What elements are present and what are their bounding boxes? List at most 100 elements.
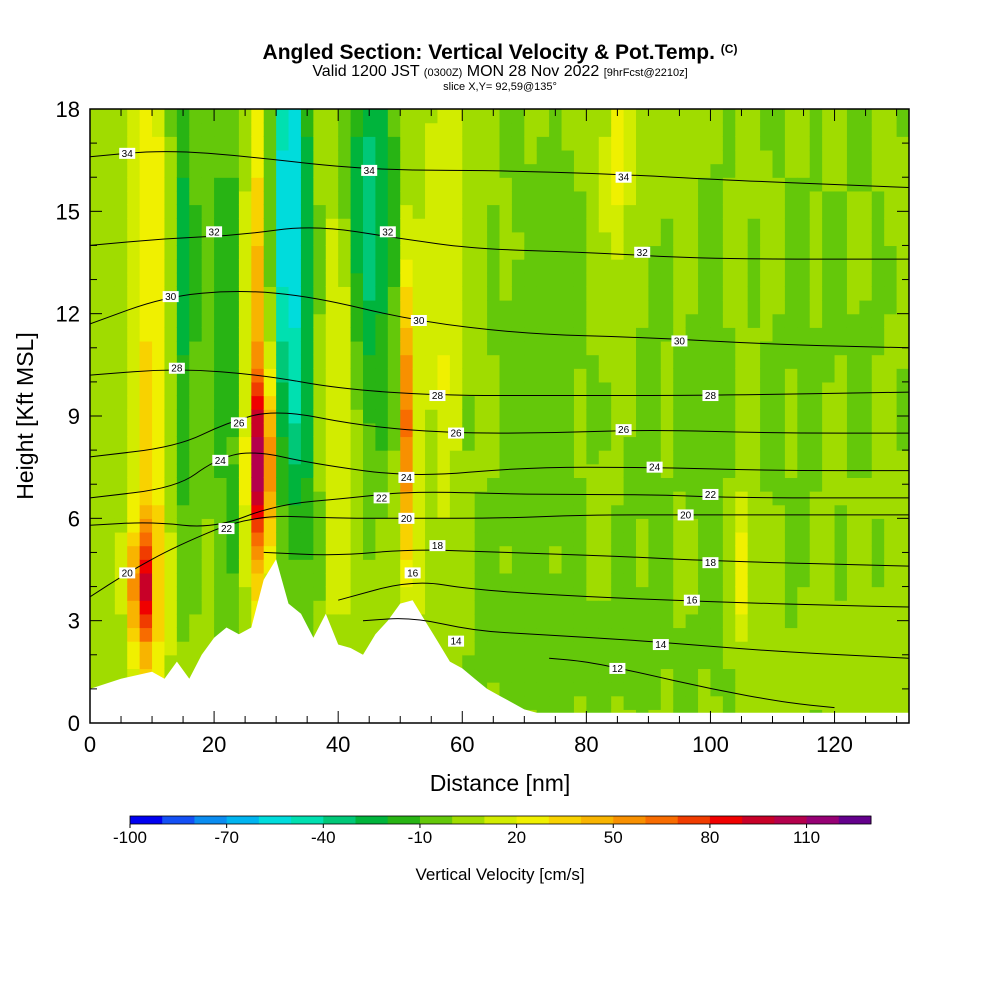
velocity-cell	[561, 600, 575, 615]
velocity-cell	[611, 122, 625, 137]
velocity-cell	[623, 545, 637, 560]
velocity-cell	[586, 531, 600, 547]
velocity-cell	[822, 354, 836, 369]
velocity-cell	[214, 245, 228, 260]
velocity-cell	[586, 231, 600, 247]
velocity-cell	[152, 504, 166, 519]
velocity-cell	[375, 559, 389, 574]
velocity-cell	[710, 122, 724, 137]
velocity-cell	[449, 231, 463, 247]
velocity-cell	[387, 381, 401, 397]
velocity-cell	[586, 149, 600, 165]
velocity-cell	[114, 109, 128, 124]
contour-label-22: 22	[221, 524, 233, 535]
velocity-cell	[387, 259, 401, 274]
velocity-cell	[735, 491, 749, 506]
contour-label-28: 28	[171, 364, 183, 375]
velocity-cell	[350, 177, 364, 192]
velocity-cell	[425, 245, 439, 260]
velocity-cell	[400, 259, 414, 274]
velocity-cell	[189, 136, 203, 151]
velocity-cell	[822, 136, 836, 151]
velocity-cell	[363, 313, 377, 328]
velocity-cell	[834, 286, 848, 301]
velocity-cell	[648, 245, 662, 260]
velocity-cell	[462, 204, 476, 219]
velocity-cell	[747, 109, 761, 124]
velocity-cell	[164, 559, 178, 574]
velocity-cell	[846, 354, 860, 369]
velocity-cell	[648, 572, 662, 588]
velocity-cell	[511, 381, 525, 397]
velocity-cell	[387, 286, 401, 301]
velocity-cell	[673, 259, 687, 274]
velocity-cell	[487, 422, 501, 438]
velocity-cell	[648, 354, 662, 369]
velocity-cell	[499, 272, 513, 287]
velocity-cell	[511, 491, 525, 506]
contour-label-box	[429, 540, 446, 552]
velocity-cell	[524, 395, 538, 410]
velocity-cell	[710, 504, 724, 519]
velocity-cell	[884, 559, 898, 574]
velocity-cell	[201, 436, 215, 451]
velocity-cell	[685, 109, 699, 124]
velocity-cell	[102, 231, 116, 247]
velocity-cell	[673, 313, 687, 328]
velocity-cell	[636, 545, 650, 560]
velocity-cell	[784, 409, 798, 424]
velocity-cell	[722, 327, 736, 342]
velocity-cell	[884, 218, 898, 233]
velocity-cell	[772, 381, 786, 397]
velocity-cell	[300, 572, 314, 588]
velocity-cell	[238, 531, 252, 547]
velocity-cell	[338, 504, 352, 519]
velocity-cell	[189, 422, 203, 438]
contour-label-box	[634, 246, 651, 258]
velocity-cell	[673, 463, 687, 478]
velocity-cell	[474, 313, 488, 328]
velocity-cell	[809, 272, 823, 287]
velocity-cell	[375, 572, 389, 588]
contour-label-box	[677, 509, 694, 521]
velocity-cell	[648, 272, 662, 287]
velocity-cell	[462, 654, 476, 670]
velocity-cell	[400, 272, 414, 287]
velocity-cell	[859, 600, 873, 615]
velocity-cell	[636, 340, 650, 356]
velocity-cell	[760, 368, 774, 383]
velocity-cell	[511, 204, 525, 219]
velocity-cell	[425, 149, 439, 165]
velocity-cell	[648, 218, 662, 233]
velocity-cell	[375, 600, 389, 615]
velocity-cell	[859, 695, 873, 710]
velocity-cell	[499, 245, 513, 260]
contour-label-32: 32	[382, 227, 394, 238]
velocity-cell	[176, 259, 190, 274]
velocity-cell	[499, 531, 513, 547]
velocity-cell	[114, 218, 128, 233]
velocity-cell	[598, 518, 612, 533]
velocity-cell	[722, 668, 736, 683]
velocity-cell	[846, 327, 860, 342]
velocity-cell	[90, 286, 104, 301]
velocity-cell	[437, 149, 451, 165]
velocity-cell	[251, 149, 265, 165]
velocity-cell	[834, 409, 848, 424]
velocity-cell	[623, 354, 637, 369]
velocity-cell	[152, 300, 166, 315]
velocity-cell	[474, 354, 488, 369]
velocity-cell	[114, 300, 128, 315]
velocity-cell	[698, 272, 712, 287]
velocity-cell	[511, 313, 525, 328]
velocity-cell	[648, 695, 662, 710]
velocity-cell	[375, 340, 389, 356]
velocity-cell	[524, 136, 538, 151]
velocity-cell	[276, 504, 290, 519]
colorbar-tick-label: -40	[311, 828, 336, 847]
velocity-cell	[884, 409, 898, 424]
velocity-cell	[288, 381, 302, 397]
velocity-cell	[363, 286, 377, 301]
velocity-cell	[425, 504, 439, 519]
velocity-cell	[127, 504, 141, 519]
